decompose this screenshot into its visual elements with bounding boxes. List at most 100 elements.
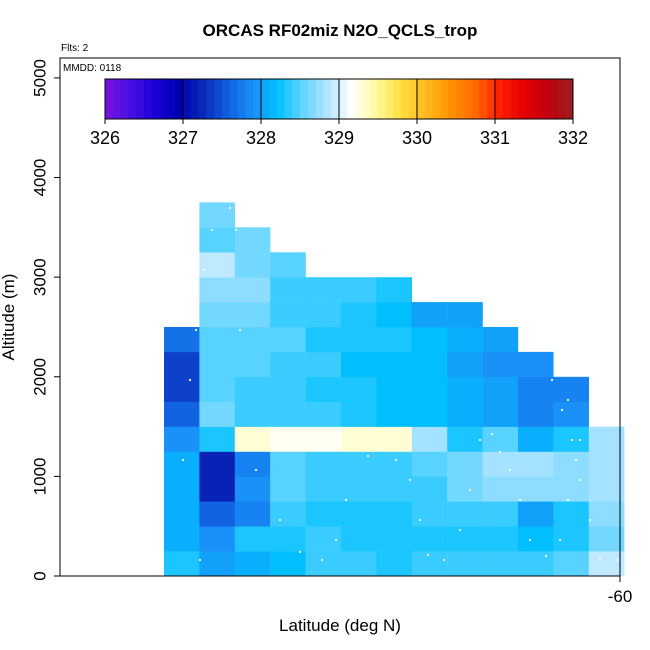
colorbar-swatch bbox=[276, 79, 285, 119]
heatmap-cell bbox=[341, 302, 377, 328]
track-point bbox=[320, 558, 324, 562]
colorbar-swatch bbox=[307, 79, 316, 119]
track-point bbox=[458, 528, 462, 532]
colorbar-swatch bbox=[463, 79, 472, 119]
heatmap-cell bbox=[199, 401, 235, 427]
heatmap-cell bbox=[447, 327, 483, 353]
colorbar-swatch bbox=[300, 79, 309, 119]
y-axis-label: Altitude (m) bbox=[0, 274, 18, 361]
heatmap-cell bbox=[199, 252, 235, 278]
colorbar-swatch bbox=[292, 79, 301, 119]
colorbar-swatch bbox=[456, 79, 465, 119]
heatmap-cell bbox=[234, 252, 271, 278]
heatmap-cell bbox=[305, 476, 342, 502]
track-point bbox=[238, 328, 242, 332]
heatmap-cell bbox=[411, 401, 448, 427]
heatmap-cell bbox=[270, 376, 306, 402]
track-point bbox=[578, 438, 582, 442]
colorbar-swatch bbox=[206, 79, 215, 119]
colorbar-swatch bbox=[261, 79, 270, 119]
track-point bbox=[578, 478, 582, 482]
colorbar-tick-label: 326 bbox=[90, 128, 120, 148]
colorbar-swatch bbox=[159, 79, 168, 119]
colorbar-swatch bbox=[105, 79, 114, 119]
heatmap-cell bbox=[376, 302, 412, 328]
colorbar-swatch bbox=[144, 79, 153, 119]
track-point bbox=[558, 538, 562, 542]
colorbar-swatch bbox=[112, 79, 121, 119]
heatmap-cell bbox=[199, 277, 235, 303]
colorbar-swatch bbox=[534, 79, 543, 119]
heatmap-cell bbox=[553, 551, 589, 577]
heatmap-cell bbox=[411, 451, 448, 477]
colorbar-swatch bbox=[315, 79, 324, 119]
colorbar-swatch bbox=[471, 79, 480, 119]
heatmap-cell bbox=[411, 302, 448, 328]
heatmap-cell bbox=[518, 451, 554, 477]
heatmap-cell bbox=[518, 401, 554, 427]
heatmap-cell bbox=[341, 451, 377, 477]
y-tick-label: 4000 bbox=[30, 159, 49, 197]
colorbar-swatch bbox=[417, 79, 426, 119]
colorbar-swatch bbox=[518, 79, 527, 119]
colorbar-swatch bbox=[237, 79, 246, 119]
colorbar-swatch bbox=[175, 79, 184, 119]
heatmap-cell bbox=[164, 451, 200, 477]
heatmap-cell bbox=[553, 401, 589, 427]
heatmap-cell bbox=[447, 401, 483, 427]
heatmap-cell bbox=[447, 451, 483, 477]
heatmap-cell bbox=[199, 551, 235, 577]
heatmap-cell bbox=[199, 526, 235, 552]
colorbar-swatch bbox=[502, 79, 511, 119]
colorbar-swatch bbox=[229, 79, 238, 119]
heatmap-cell bbox=[447, 351, 483, 378]
heatmap-cell bbox=[411, 376, 448, 402]
track-point bbox=[202, 268, 206, 272]
track-point bbox=[194, 328, 198, 332]
track-point bbox=[378, 448, 382, 452]
heatmap-cell bbox=[341, 551, 377, 577]
heatmap-cell bbox=[270, 551, 306, 577]
heatmap-cell bbox=[234, 277, 271, 303]
heatmap-cell bbox=[376, 476, 412, 502]
colorbar-tick-label: 330 bbox=[402, 128, 432, 148]
colorbar-swatch bbox=[339, 79, 348, 119]
colorbar-tick-label: 329 bbox=[324, 128, 354, 148]
heatmap-cell bbox=[199, 376, 235, 402]
track-point bbox=[394, 458, 398, 462]
colorbar-swatch bbox=[393, 79, 402, 119]
colorbar-swatch bbox=[378, 79, 387, 119]
heatmap-cell bbox=[376, 277, 412, 303]
y-tick-label: 1000 bbox=[30, 457, 49, 495]
heatmap-cell bbox=[341, 327, 377, 353]
heatmap-cell bbox=[305, 302, 342, 328]
heatmap-cell bbox=[341, 476, 377, 502]
track-point bbox=[566, 498, 570, 502]
flights-note: Flts: 2 bbox=[61, 43, 89, 54]
heatmap-cell bbox=[482, 401, 519, 427]
heatmap-cell bbox=[199, 351, 235, 378]
heatmap-cell bbox=[518, 351, 554, 378]
colorbar-swatch bbox=[222, 79, 231, 119]
track-point bbox=[544, 348, 548, 352]
heatmap-cell bbox=[199, 202, 235, 228]
heatmap-cell bbox=[305, 551, 342, 577]
heatmap-cell bbox=[164, 526, 200, 552]
track-point bbox=[188, 378, 192, 382]
heatmap-cell bbox=[199, 501, 235, 527]
track-point bbox=[544, 554, 548, 558]
track-point bbox=[442, 558, 446, 562]
heatmap-cell bbox=[270, 526, 306, 552]
colorbar-swatch bbox=[401, 79, 410, 119]
heatmap-cell bbox=[270, 351, 306, 378]
colorbar-swatch bbox=[370, 79, 379, 119]
track-point bbox=[570, 438, 574, 442]
heatmap-cell bbox=[305, 526, 342, 552]
heatmap-cell bbox=[234, 401, 271, 427]
colorbar-swatch bbox=[487, 79, 496, 119]
colorbar-swatch bbox=[557, 79, 566, 119]
heatmap-cell bbox=[588, 501, 625, 527]
track-point bbox=[566, 398, 570, 402]
heatmap-cell bbox=[376, 526, 412, 552]
heatmap-cell bbox=[447, 376, 483, 402]
